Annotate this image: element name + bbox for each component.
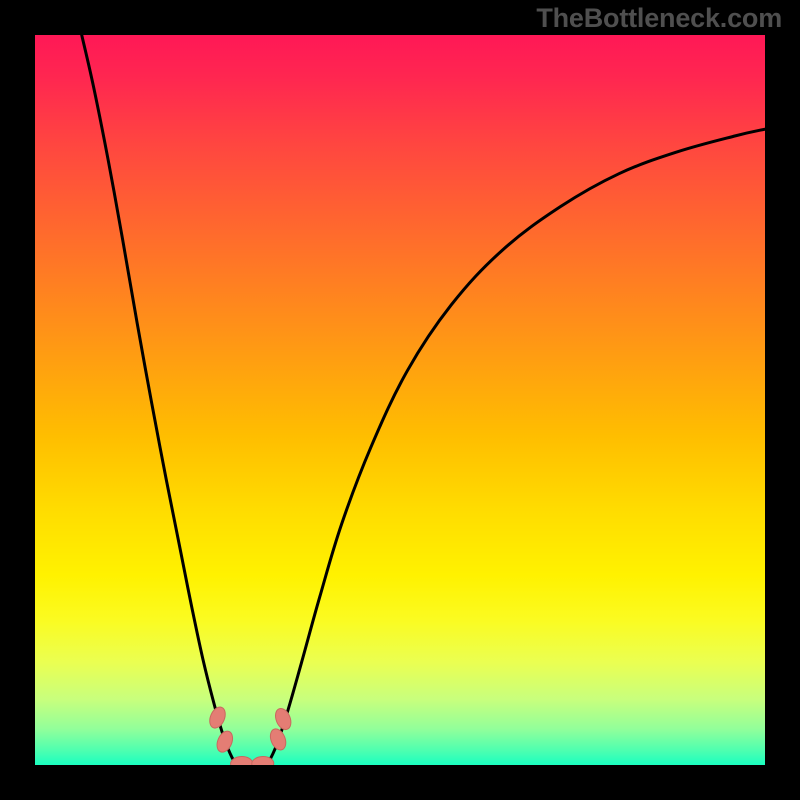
- curve-marker: [230, 756, 252, 771]
- curve-marker: [207, 705, 228, 731]
- chart-frame: TheBottleneck.com: [0, 0, 800, 800]
- curve-marker: [252, 756, 274, 771]
- curve-marker: [214, 729, 235, 755]
- curve-marker: [273, 706, 294, 732]
- curve-marker: [267, 727, 288, 753]
- left-curve: [82, 35, 238, 765]
- right-curve: [267, 129, 765, 765]
- curves-layer: [0, 0, 800, 800]
- watermark-text: TheBottleneck.com: [536, 3, 782, 34]
